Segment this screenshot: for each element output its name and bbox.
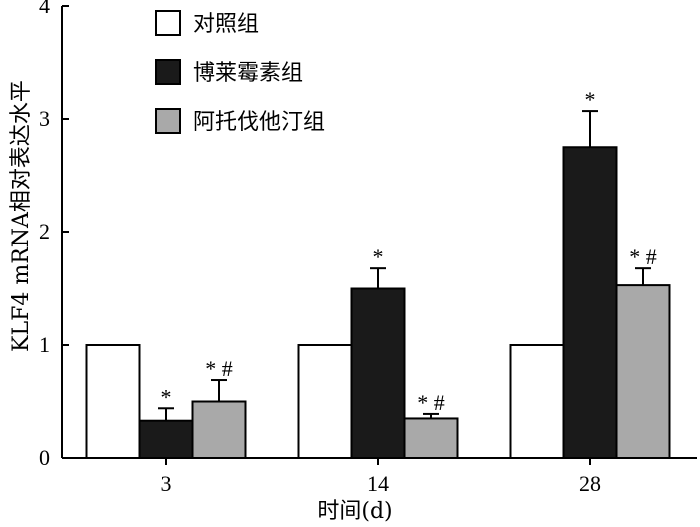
legend-label: 对照组 — [193, 12, 259, 37]
legend-swatch — [155, 59, 181, 85]
legend-swatch — [155, 108, 181, 134]
x-tick-label: 3 — [161, 471, 172, 496]
legend-item: 阿托伐他汀组 — [155, 108, 325, 135]
significance-label: * # — [629, 244, 657, 269]
y-tick-label: 0 — [39, 445, 50, 470]
bar — [615, 284, 671, 459]
plot-area: 0 1 2 3 4 3 14 28 * * * * # * # * # — [39, 0, 697, 496]
bar — [403, 417, 459, 460]
significance-label: * # — [205, 356, 233, 381]
y-tick-label: 4 — [39, 0, 50, 18]
legend-item: 博莱霉素组 — [155, 59, 303, 86]
bar — [509, 344, 565, 459]
y-tick-label: 3 — [39, 106, 50, 131]
x-axis-title: 时间(d) — [317, 499, 392, 524]
significance-label: * — [161, 384, 172, 409]
legend-swatch — [155, 10, 181, 36]
significance-label: * — [373, 244, 384, 269]
bar — [297, 344, 353, 459]
x-tick-label: 14 — [367, 471, 389, 496]
y-tick-label: 2 — [39, 219, 50, 244]
bar — [562, 146, 618, 459]
legend-item: 对照组 — [155, 10, 259, 37]
bar — [191, 400, 247, 459]
significance-label: * # — [417, 390, 445, 415]
bar — [138, 419, 194, 459]
bar — [350, 287, 406, 459]
legend-label: 阿托伐他汀组 — [193, 110, 325, 135]
y-tick-label: 1 — [39, 332, 50, 357]
x-tick-label: 28 — [579, 471, 601, 496]
legend-label: 博莱霉素组 — [193, 61, 303, 86]
bar — [85, 344, 141, 459]
y-axis-title: KLF4 mRNA相对表达水平 — [9, 80, 34, 352]
significance-label: * — [585, 87, 596, 112]
